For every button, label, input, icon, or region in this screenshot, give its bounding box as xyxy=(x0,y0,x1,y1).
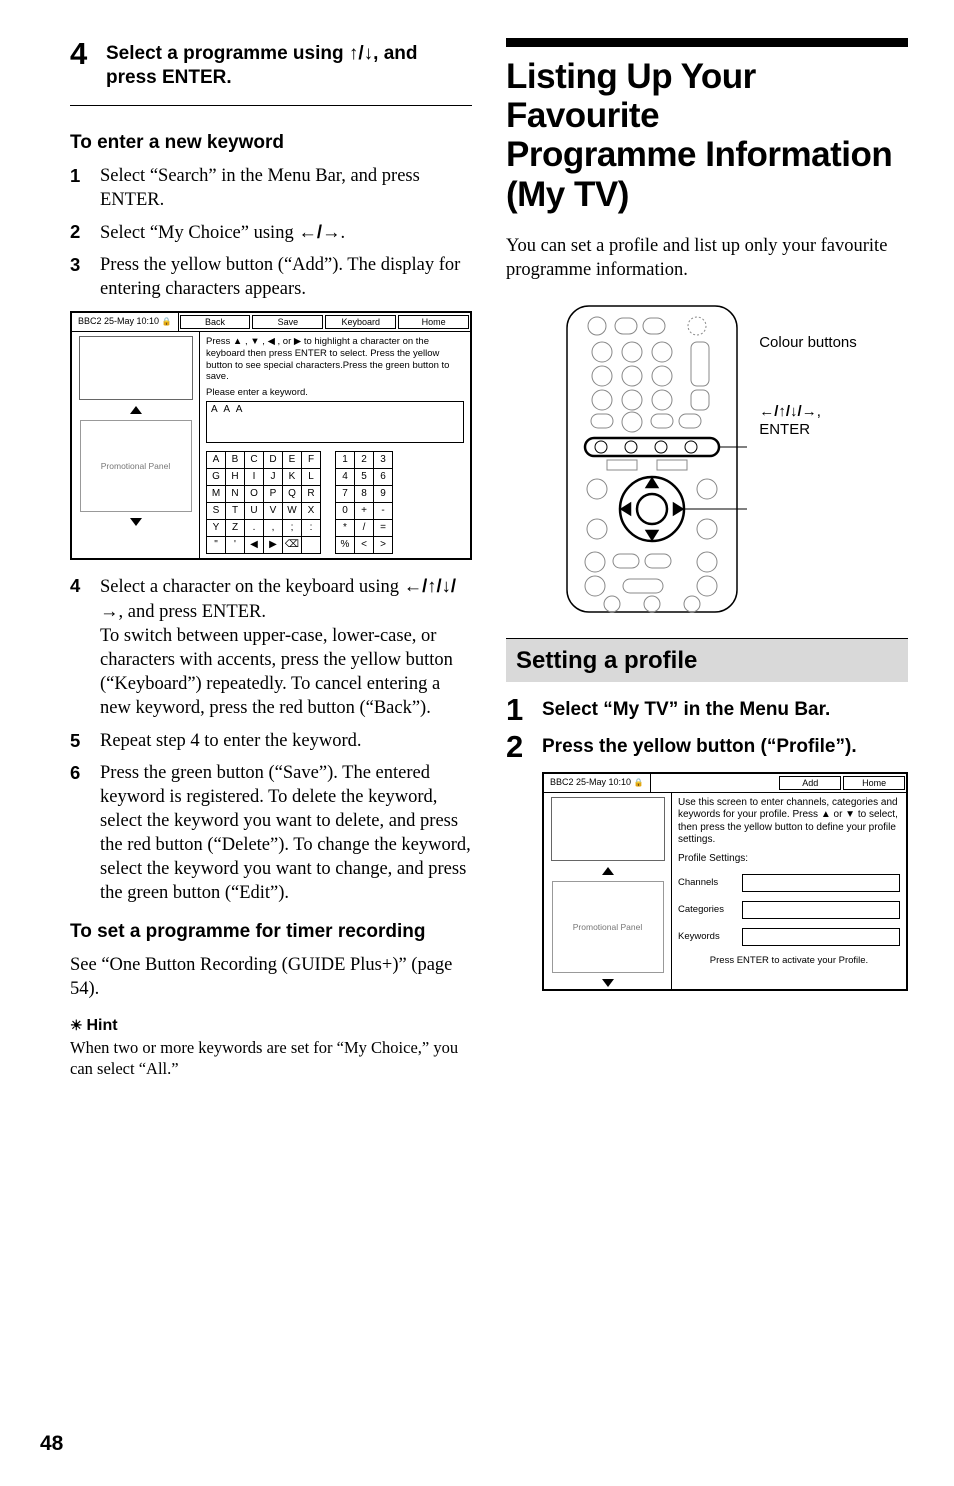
step-title: Select “My TV” in the Menu Bar. xyxy=(542,694,830,722)
lock-icon: 🔒 xyxy=(634,778,644,787)
profile-step-1: 1 Select “My TV” in the Menu Bar. xyxy=(506,694,908,725)
osk-tab-home: Home xyxy=(398,315,469,329)
profile-settings-label: Profile Settings: xyxy=(678,853,900,866)
osk-preview xyxy=(551,797,665,861)
remote-icon xyxy=(557,304,747,614)
promo-panel: Promotional Panel xyxy=(80,420,192,512)
profile-step-2: 2 Press the yellow button (“Profile”). xyxy=(506,731,908,762)
step-body: Press the green button (“Save”). The ent… xyxy=(100,761,472,905)
page-heading: Listing Up Your Favourite Programme Info… xyxy=(506,57,908,214)
page-number: 48 xyxy=(40,1432,63,1456)
heading-rule xyxy=(506,38,908,47)
osk-tab-keyboard: Keyboard xyxy=(325,315,396,329)
step-number: 2 xyxy=(506,731,542,762)
colour-buttons-label: Colour buttons xyxy=(759,334,857,353)
promo-panel: Promotional Panel xyxy=(552,881,664,973)
step-body: Select “Search” in the Menu Bar, and pre… xyxy=(100,164,472,212)
enter-keyword-steps-cont: 4 Select a character on the keyboard usi… xyxy=(70,574,472,905)
hint-label: Hint xyxy=(70,1017,472,1035)
osk-channel: BBC2 25-May 10:10 🔒 xyxy=(544,774,651,792)
alpha-grid: ABCDEF GHIJKL MNOPQR STUVWX YZ.,;: "'◀▶⌫ xyxy=(206,451,321,554)
enter-keyword-heading: To enter a new keyword xyxy=(70,132,472,154)
step-number: 1 xyxy=(506,694,542,725)
step-number: 5 xyxy=(70,729,100,753)
down-icon xyxy=(602,979,614,987)
osk-tab-save: Save xyxy=(252,315,323,329)
field-label: Channels xyxy=(678,877,742,889)
up-icon xyxy=(602,867,614,875)
osk-tab-home: Home xyxy=(843,776,905,790)
step-number: 6 xyxy=(70,761,100,905)
lock-icon: 🔒 xyxy=(162,317,172,326)
categories-field xyxy=(742,901,900,919)
step-number: 1 xyxy=(70,164,100,212)
osk-preview xyxy=(79,336,193,400)
enter-label: ←/↑/↓/→,ENTER xyxy=(759,403,857,441)
enter-keyword-steps: 1 Select “Search” in the Menu Bar, and p… xyxy=(70,164,472,301)
timer-heading: To set a programme for timer recording xyxy=(70,921,472,943)
down-icon xyxy=(130,518,142,526)
intro-text: You can set a profile and list up only y… xyxy=(506,234,908,282)
osk-instructions: Use this screen to enter channels, categ… xyxy=(678,797,900,847)
osk-instructions: Press ▲ , ▼ , ◀ , or ▶ to highlight a ch… xyxy=(206,336,464,384)
divider xyxy=(70,105,472,106)
step-body: Select “My Choice” using ←/→. xyxy=(100,220,472,245)
updown-icon: ↑/↓ xyxy=(349,43,373,64)
step-number: 4 xyxy=(70,38,106,69)
up-icon xyxy=(130,406,142,414)
channels-field xyxy=(742,874,900,892)
step-body: Press the yellow button (“Add”). The dis… xyxy=(100,253,472,301)
step-number: 3 xyxy=(70,253,100,301)
step-title: Press the yellow button (“Profile”). xyxy=(542,731,857,759)
profile-screenshot: BBC2 25-May 10:10 🔒 Add Home Promotional… xyxy=(542,772,908,991)
keyboard-screenshot: BBC2 25-May 10:10 🔒 Back Save Keyboard H… xyxy=(70,311,472,560)
section-heading: Setting a profile xyxy=(506,638,908,682)
step-4-header: 4 Select a programme using ↑/↓, and pres… xyxy=(70,38,472,91)
hint-text: When two or more keywords are set for “M… xyxy=(70,1037,472,1080)
field-label: Categories xyxy=(678,904,742,916)
field-label: Keywords xyxy=(678,931,742,943)
timer-body: See “One Button Recording (GUIDE Plus+)”… xyxy=(70,953,472,1001)
activate-text: Press ENTER to activate your Profile. xyxy=(678,955,900,967)
remote-diagram: Colour buttons ←/↑/↓/→,ENTER xyxy=(506,304,908,614)
fourway-icon: ←/↑/↓/→ xyxy=(759,403,817,420)
step-number: 4 xyxy=(70,574,100,720)
keywords-field xyxy=(742,928,900,946)
osk-input-value: A A A xyxy=(206,401,464,443)
step-number: 2 xyxy=(70,220,100,245)
step-body: Select a character on the keyboard using… xyxy=(100,574,472,720)
osk-tab-back: Back xyxy=(180,315,251,329)
osk-tab-add: Add xyxy=(779,776,841,790)
osk-channel: BBC2 25-May 10:10 🔒 xyxy=(72,313,179,331)
step-title: Select a programme using ↑/↓, and press … xyxy=(106,38,472,91)
step-body: Repeat step 4 to enter the keyword. xyxy=(100,729,472,753)
osk-input-label: Please enter a keyword. xyxy=(206,387,464,399)
leftright-icon: ←/→ xyxy=(298,221,340,242)
num-grid: 123 456 789 0+- */= %<> xyxy=(335,451,393,554)
